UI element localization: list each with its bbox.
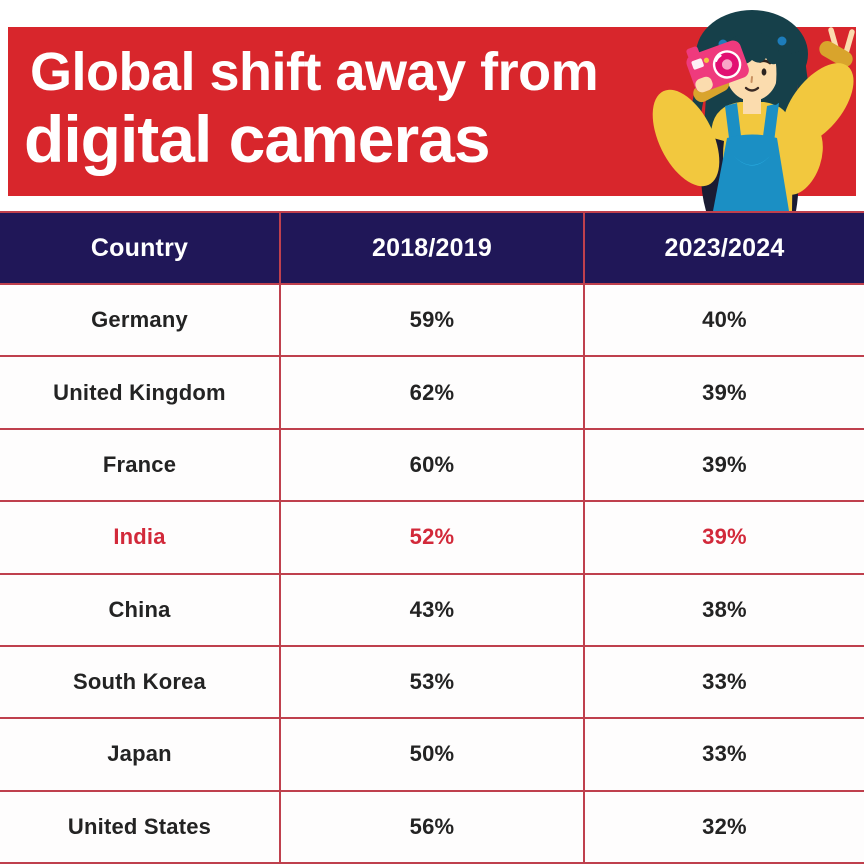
- hair-clip: [777, 36, 787, 46]
- country-cell: Germany: [0, 285, 281, 356]
- country-cell: China: [0, 574, 281, 645]
- data-table: Country 2018/2019 2023/2024 Germany 59% 40…: [0, 211, 864, 864]
- value-2018-cell: 43%: [281, 574, 585, 645]
- camera-icon: [686, 40, 749, 93]
- column-header-country: Country: [0, 213, 281, 283]
- column-header-2023-2024: 2023/2024: [664, 233, 785, 262]
- value-2023-cell: 39%: [702, 524, 747, 550]
- viewfinder: [691, 58, 704, 70]
- value-2018-cell: 50%: [281, 719, 585, 790]
- table-body: Germany 59% 40% United Kingdom 62% 39% France 6…: [0, 285, 864, 862]
- value-2018-cell: 60%: [281, 429, 585, 501]
- side-lock: [772, 50, 784, 105]
- value-2023-cell: 33%: [702, 741, 747, 767]
- eye: [761, 68, 767, 76]
- value-2018-cell: 53%: [281, 646, 585, 718]
- value-2023-cell: 39%: [702, 451, 747, 477]
- page-title-line1: Global shift away from: [30, 42, 599, 102]
- column-header-2018-2019: 2018/2019: [281, 213, 585, 283]
- value-2023-cell: 33%: [702, 669, 747, 695]
- table-row: Germany 59% 40%: [0, 285, 864, 358]
- overall-bib: [713, 134, 789, 211]
- value-2018-cell: 52%: [281, 502, 585, 573]
- nose: [750, 76, 753, 83]
- table-row: Japan 50% 33%: [0, 719, 864, 792]
- overall-strap: [725, 103, 742, 146]
- value-2018-cell: 56%: [281, 791, 585, 862]
- table-row: United States 56% 32%: [0, 791, 864, 862]
- country-cell: France: [0, 429, 281, 501]
- table-header: Country 2018/2019 2023/2024: [0, 213, 864, 285]
- value-2018-cell: 59%: [281, 285, 585, 356]
- country-cell: United Kingdom: [0, 357, 281, 428]
- overall-strap: [762, 103, 779, 144]
- table-row: China 43% 38%: [0, 574, 864, 647]
- value-2023-cell: 40%: [702, 307, 747, 333]
- country-cell: Japan: [0, 719, 281, 790]
- country-cell: South Korea: [0, 646, 281, 718]
- smile: [744, 86, 760, 92]
- torso: [701, 85, 793, 211]
- value-2023-cell: 39%: [702, 379, 747, 405]
- page-title-line2: digital cameras: [24, 102, 491, 176]
- country-cell: United States: [0, 791, 281, 862]
- value-2023-cell: 32%: [702, 813, 747, 839]
- sleeve-cuff: [819, 41, 853, 67]
- value-2018-cell: 62%: [281, 357, 585, 428]
- value-2023-cell: 38%: [702, 596, 747, 622]
- table-row: France 60% 39%: [0, 429, 864, 503]
- bib-pocket: [734, 156, 770, 166]
- table-row: India 52% 39%: [0, 502, 864, 575]
- table-row: South Korea 53% 33%: [0, 646, 864, 720]
- peace-finger: [843, 29, 855, 56]
- hand-fingers: [695, 76, 713, 93]
- table-row: United Kingdom 62% 39%: [0, 357, 864, 430]
- woman-with-camera-illustration: [652, 10, 855, 211]
- country-cell: India: [0, 502, 281, 573]
